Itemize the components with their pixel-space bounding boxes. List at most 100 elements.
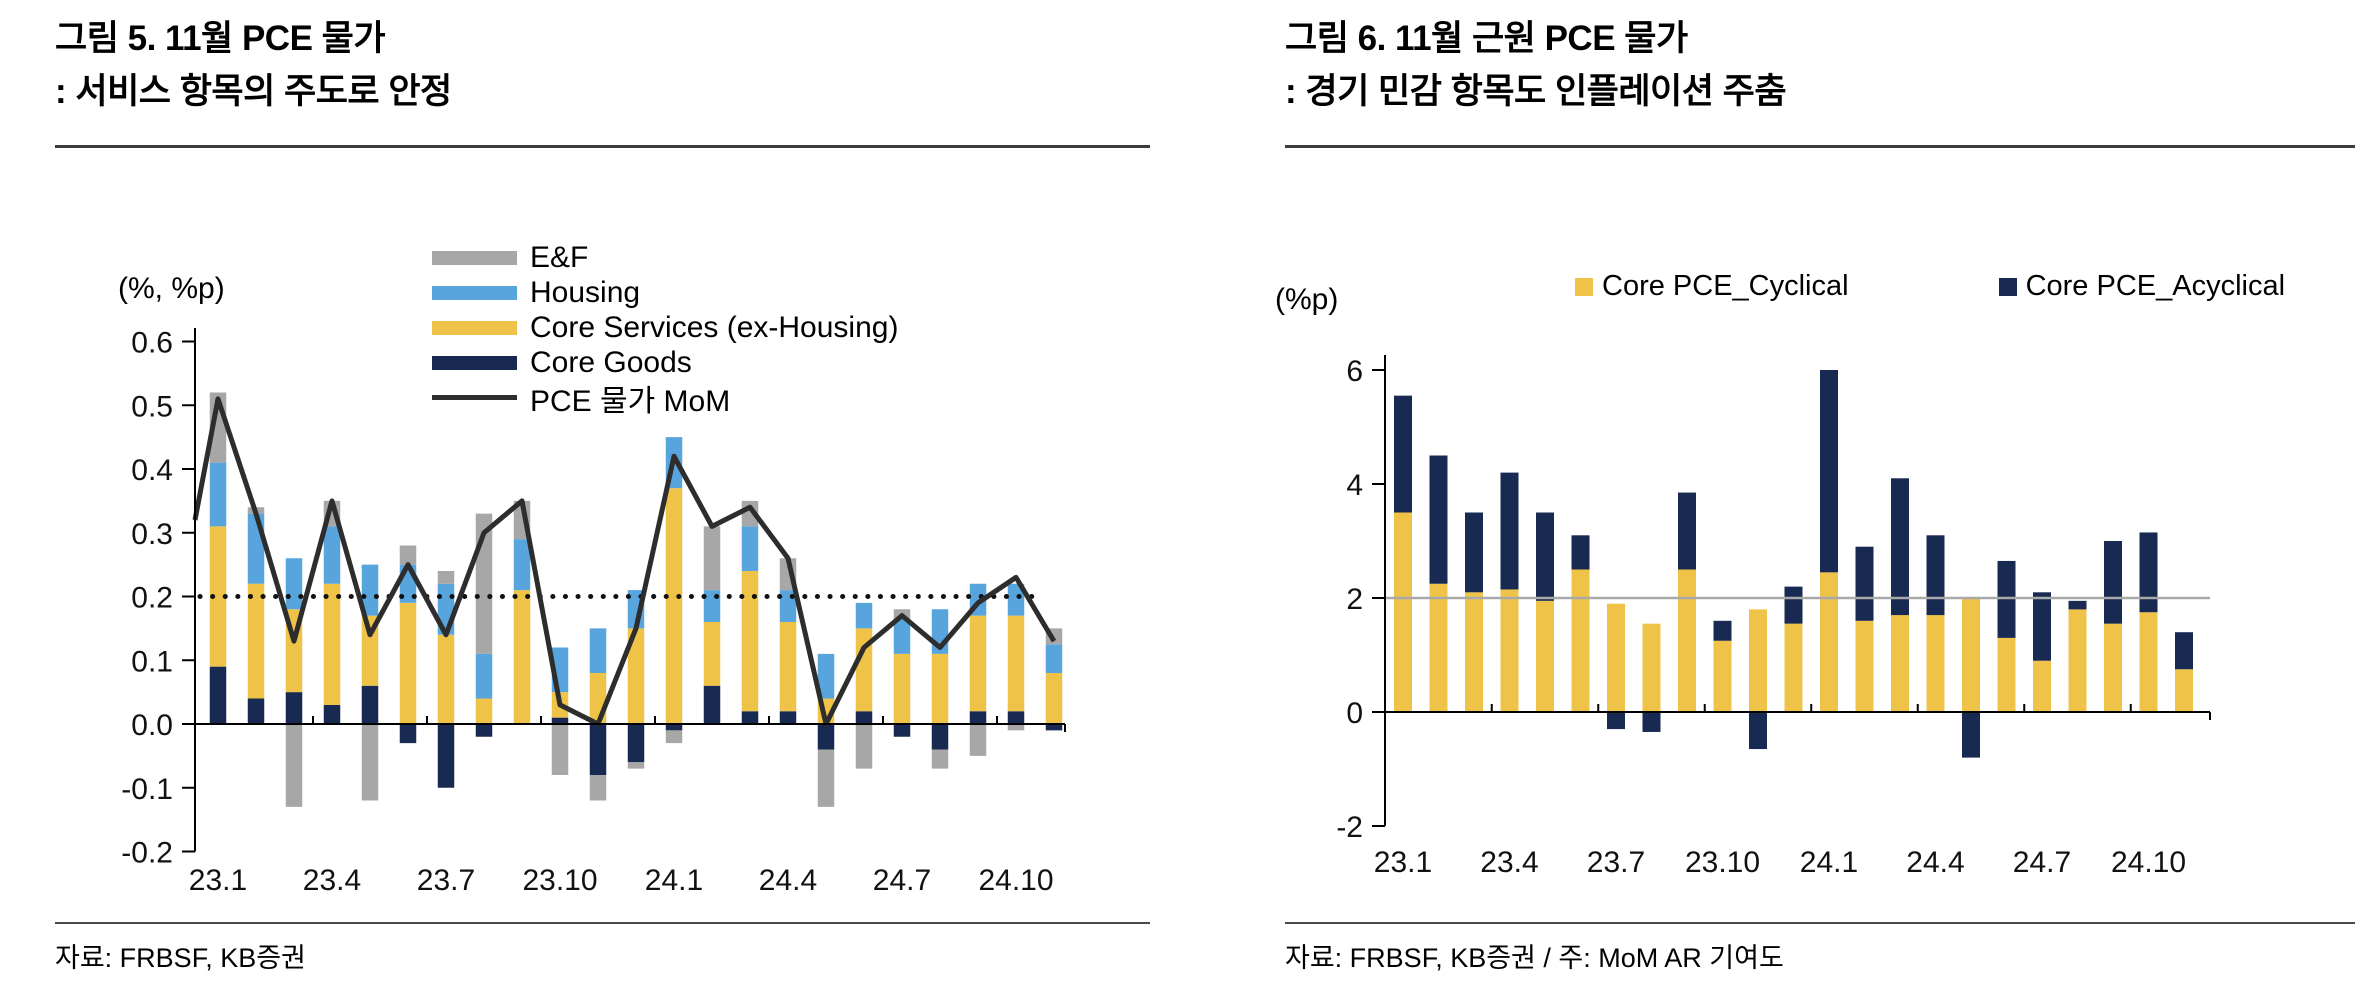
y-tick-label: 0.1 (131, 645, 173, 678)
legend-item-ef: E&F (432, 240, 898, 275)
figure-6-axis-unit: (%p) (1275, 283, 1339, 316)
bar-segment (1571, 535, 1590, 570)
bar-segment (323, 704, 341, 724)
x-tick-label: 23.7 (1587, 846, 1645, 879)
bar-segment (855, 711, 873, 724)
bar-segment (285, 724, 303, 807)
x-tick-label: 24.10 (2111, 846, 2186, 879)
core-services-swatch-icon (432, 320, 517, 335)
bar-segment (1045, 644, 1063, 673)
bar-segment (1962, 712, 1980, 758)
bar-segment (2033, 592, 2051, 661)
bar-segment (931, 749, 949, 769)
bar-segment (1045, 673, 1063, 724)
bar-segment (1429, 583, 1448, 712)
bar-segment (1997, 637, 2016, 712)
bar-segment (475, 653, 493, 699)
bar-segment (2068, 600, 2087, 610)
bar-segment (741, 526, 759, 571)
x-tick-label: 24.7 (873, 864, 931, 897)
bar-segment (779, 711, 797, 724)
bar-segment (285, 558, 303, 610)
bar-segment (209, 666, 227, 724)
figure-6-chart: 6 4 2 0 -2 23.1 23.4 23.7 23.10 24.1 24.4 24.7 24.10 (1336, 355, 2211, 879)
bar-segment (1891, 615, 1909, 712)
legend-item-housing: Housing (432, 275, 898, 310)
bar-segment (1045, 724, 1063, 731)
bar-segment (247, 698, 265, 724)
x-tick-label: 24.4 (759, 864, 817, 897)
legend-item-cyclical: Core PCE_Cyclical (1575, 270, 1849, 303)
bar-segment (1820, 572, 1838, 712)
bar-segment (703, 622, 721, 686)
bar-segment (969, 724, 987, 756)
bar-segment (1713, 620, 1732, 641)
bar-segment (399, 724, 417, 744)
bar-segment (475, 724, 493, 737)
bar-segment (1678, 492, 1696, 570)
y-tick-label: -0.1 (121, 773, 173, 806)
figure-5-subtitle: : 서비스 항목의 주도로 안정 (55, 72, 452, 111)
bar-segment (323, 526, 341, 584)
bar-segment (1500, 472, 1519, 590)
bar-segment (2068, 609, 2087, 712)
bar-segment (399, 602, 417, 724)
figure-5-axis-unit: (%, %p) (118, 272, 225, 305)
legend-label: Housing (530, 275, 641, 309)
legend-label: Core Goods (530, 345, 692, 379)
x-tick-label: 24.10 (978, 864, 1053, 897)
bar-segment (1855, 620, 1874, 712)
housing-swatch-icon (432, 285, 517, 300)
bar-segment (855, 724, 873, 769)
bar-segment (665, 488, 683, 724)
ef-swatch-icon (432, 250, 517, 265)
y-tick-label: 0.5 (131, 390, 173, 423)
bar-segment (361, 724, 379, 801)
x-tick-label: 24.4 (1906, 846, 1964, 879)
figure-6-bottom-divider (1285, 922, 2355, 924)
bar-segment (1465, 512, 1483, 593)
x-tick-label: 24.1 (645, 864, 703, 897)
bar-segment (247, 583, 265, 699)
bar-segment (1536, 512, 1554, 601)
bar-segment (627, 724, 645, 763)
bar-segment (2033, 660, 2051, 712)
legend-item-pce-mom-line: PCE 물가 MoM (432, 380, 898, 418)
y-tick-label: 0.3 (131, 518, 173, 551)
figure-6-legend: Core PCE_Cyclical Core PCE_Acyclical (1575, 270, 2362, 303)
figure-5-source: 자료: FRBSF, KB증권 (55, 943, 306, 973)
figure-6-panel: 그림 6. 11월 근원 PCE 물가 : 경기 민감 항목도 인플레이션 주춤… (1230, 0, 2362, 986)
bar-segment (1891, 478, 1909, 616)
bar-segment (893, 724, 911, 737)
y-tick-label: -2 (1336, 811, 1363, 844)
y-tick-label: 0.0 (131, 709, 173, 742)
x-tick-label: 24.7 (2013, 846, 2071, 879)
bar-segment (513, 539, 531, 591)
x-tick-label: 23.7 (417, 864, 475, 897)
bar-segment (589, 775, 607, 801)
bar-segment (1997, 560, 2016, 638)
x-tick-label: 23.10 (522, 864, 597, 897)
bar-segment (741, 711, 759, 724)
pce-line-swatch-icon (432, 395, 517, 400)
bar-segment (855, 602, 873, 629)
bar-segment (1007, 615, 1025, 712)
bar-segment (1642, 712, 1661, 732)
bar-segment (361, 685, 379, 724)
figure-6-title-divider (1285, 145, 2355, 148)
bar-segment (627, 628, 645, 724)
y-tick-label: 0 (1346, 697, 1363, 730)
y-tick-label: 2 (1346, 583, 1363, 616)
bar-segment (1820, 370, 1838, 573)
bar-segment (1926, 615, 1945, 712)
bar-segment (665, 730, 683, 744)
figure-6-subtitle: : 경기 민감 항목도 인플레이션 주춤 (1285, 72, 1787, 111)
bar-segment (2139, 612, 2158, 712)
bar-segment (1500, 589, 1519, 712)
bar-segment (931, 653, 949, 724)
pce-mom-line (192, 396, 1057, 727)
bar-segment (361, 564, 379, 616)
figure-5-panel: 그림 5. 11월 PCE 물가 : 서비스 항목의 주도로 안정 (%, %p… (0, 0, 1180, 986)
bar-segment (589, 628, 607, 673)
y-tick-label: 4 (1346, 469, 1363, 502)
